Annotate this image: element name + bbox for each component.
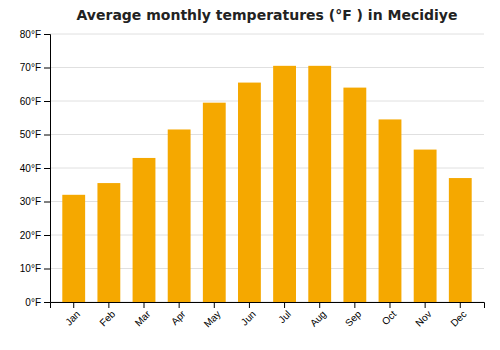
x-tick-mark [389, 302, 390, 308]
x-tick-mark [249, 302, 250, 308]
y-tick-mark [44, 101, 50, 102]
x-tick-mark [214, 302, 215, 308]
x-axis: Jan Feb Mar Apr May Jun Jul Aug Sep Oct Nov Dec [51, 302, 485, 330]
grid-line [50, 134, 484, 135]
grid-line [50, 67, 484, 68]
grid-line [50, 34, 484, 35]
x-tick: Dec [448, 302, 468, 329]
y-tick-label: 70°F [20, 62, 41, 73]
x-tick: Oct [380, 302, 399, 327]
bar [168, 129, 191, 302]
y-tick-label: 20°F [20, 230, 41, 241]
x-tick: Apr [169, 302, 188, 327]
y-tick-mark [44, 135, 50, 136]
x-tick: Aug [308, 302, 328, 329]
x-tick-label: Mar [133, 308, 153, 328]
bar [449, 178, 472, 302]
y-tick-mark [44, 269, 50, 270]
plot-area: 0°F 10°F 20°F 30°F 40°F 50°F 60°F 70°F 80°F Jan Fe… [20, 29, 485, 330]
y-tick-label: 30°F [20, 196, 41, 207]
bars [62, 66, 471, 302]
y-tick-label: 0°F [25, 297, 41, 308]
y-tick: 60°F [20, 96, 50, 107]
y-axis: 0°F 10°F 20°F 30°F 40°F 50°F 60°F 70°F 80°F [20, 29, 51, 308]
x-tick-label: Feb [97, 308, 117, 328]
y-tick: 0°F [25, 297, 50, 308]
x-tick-label: Dec [448, 308, 468, 328]
y-tick: 20°F [20, 230, 50, 241]
y-tick-mark [44, 168, 50, 169]
x-tick-label: Jul [276, 308, 293, 325]
y-tick-label: 40°F [20, 163, 41, 174]
bar [308, 66, 331, 302]
x-tick-mark [354, 302, 355, 308]
x-tick-label: Sep [343, 308, 364, 329]
x-tick-mark [179, 302, 180, 308]
x-tick: Feb [97, 302, 117, 328]
y-tick: 10°F [20, 263, 50, 274]
y-tick: 50°F [20, 129, 50, 140]
bar [203, 103, 226, 302]
grid [50, 34, 484, 302]
grid-line [50, 101, 484, 102]
x-tick-mark [284, 302, 285, 308]
y-tick-mark [44, 34, 50, 35]
x-tick-label: Apr [169, 308, 188, 327]
x-tick: Mar [133, 302, 153, 328]
y-tick-label: 10°F [20, 263, 41, 274]
x-tick-mark [319, 302, 320, 308]
y-tick-mark [44, 235, 50, 236]
x-tick: Jan [63, 302, 82, 328]
y-axis-line [44, 35, 51, 303]
y-tick-mark [44, 302, 50, 303]
title: Average monthly temperatures (°F ) in Me… [77, 7, 458, 23]
x-tick: Jun [239, 302, 258, 328]
x-tick-label: Jan [63, 308, 82, 327]
y-tick: 70°F [20, 62, 50, 73]
bar [97, 183, 120, 302]
x-tick-label: Aug [308, 308, 328, 328]
chart-svg: 0°F 10°F 20°F 30°F 40°F 50°F 60°F 70°F 80°F Jan Fe… [0, 0, 500, 350]
x-tick-label: Nov [413, 308, 433, 328]
y-tick-mark [44, 68, 50, 69]
y-tick-mark [44, 202, 50, 203]
x-tick: Nov [413, 302, 433, 329]
bar [238, 83, 261, 302]
bar [273, 66, 296, 302]
bar [414, 150, 437, 302]
y-tick: 40°F [20, 163, 50, 174]
x-tick-mark [460, 302, 461, 308]
x-tick-mark [144, 302, 145, 308]
y-tick-label: 50°F [20, 129, 41, 140]
y-tick-label: 60°F [20, 96, 41, 107]
chart-container: 0°F 10°F 20°F 30°F 40°F 50°F 60°F 70°F 80°F Jan Fe… [0, 0, 500, 350]
y-tick: 30°F [20, 196, 50, 207]
y-tick: 80°F [20, 29, 50, 40]
x-tick-label: May [202, 308, 223, 329]
y-tick-label: 80°F [20, 29, 41, 40]
x-tick-mark [108, 302, 109, 308]
x-tick-label: Jun [239, 308, 258, 327]
bar [133, 158, 156, 302]
bar [343, 88, 366, 302]
x-tick-label: Oct [380, 308, 399, 327]
bar [379, 119, 402, 302]
x-tick: Sep [343, 302, 364, 329]
x-axis-line [51, 303, 485, 309]
x-tick-mark [73, 302, 74, 308]
bar [62, 195, 85, 302]
x-tick: May [202, 302, 223, 330]
x-tick-mark [425, 302, 426, 308]
x-tick: Jul [276, 302, 293, 325]
